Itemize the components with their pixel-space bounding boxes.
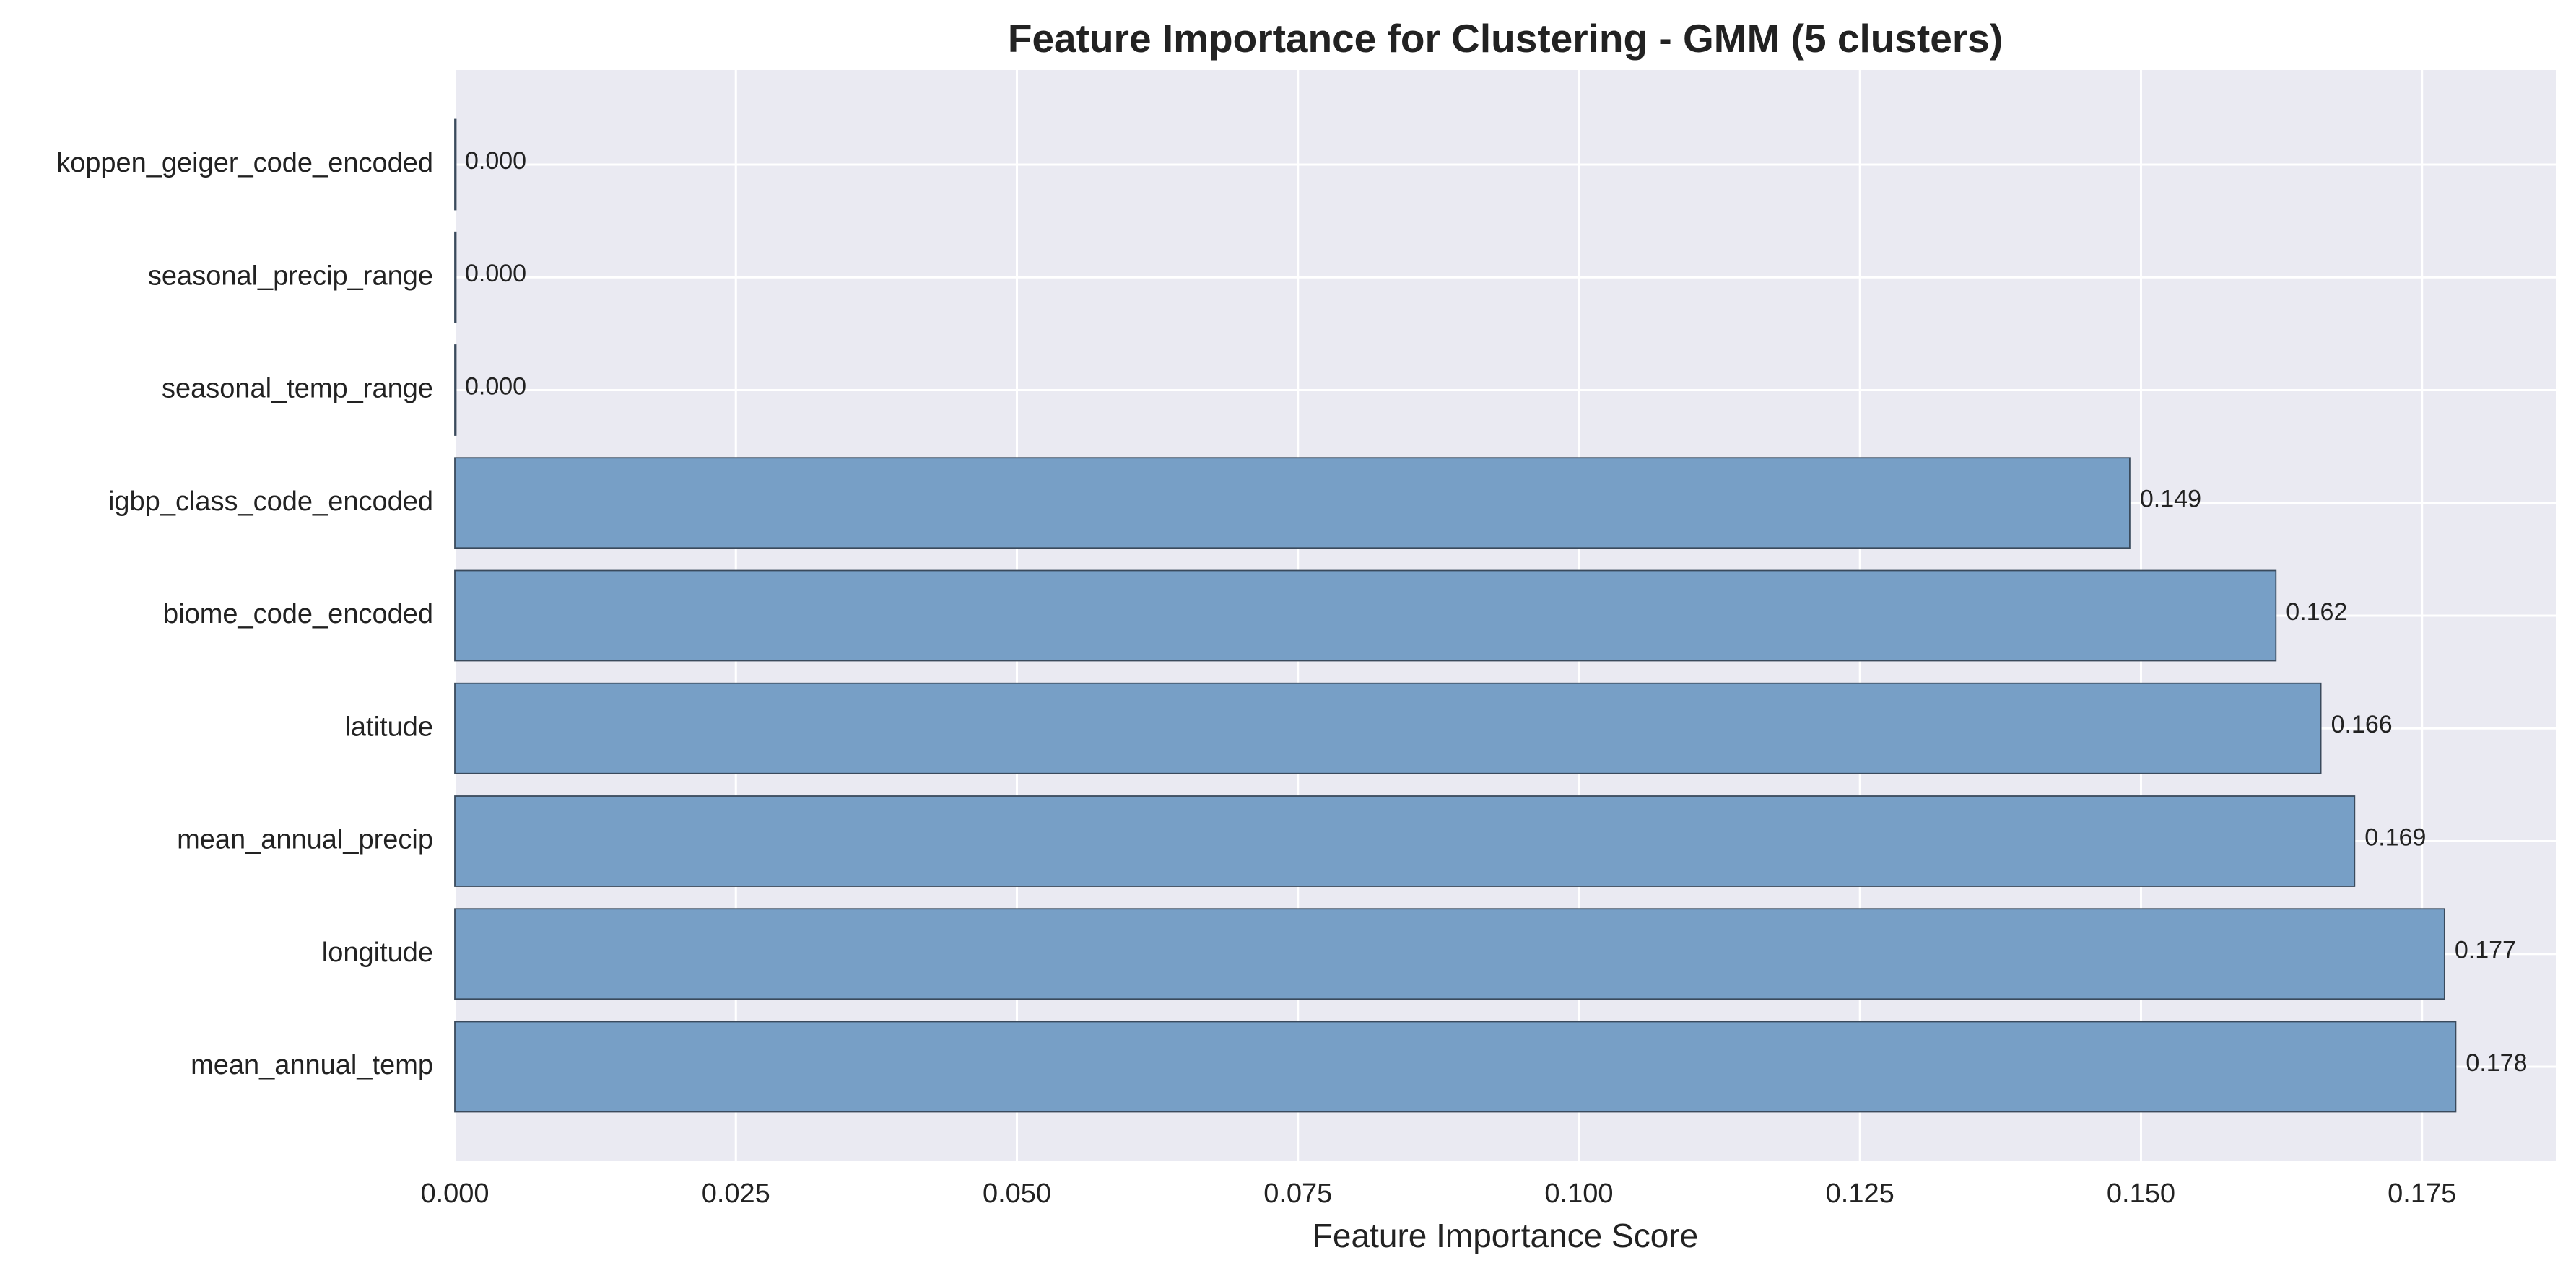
bar-koppen_geiger_code_encoded [454,118,457,211]
y-tick-label: mean_annual_temp [191,1050,433,1080]
y-tick-label: mean_annual_precip [177,825,433,855]
x-tick-label: 0.075 [1263,1179,1332,1209]
chart-title: Feature Importance for Clustering - GMM … [1008,16,2003,61]
data-label-longitude: 0.177 [2455,937,2516,964]
x-tick-label: 0.025 [702,1179,770,1209]
data-label-mean_annual_temp: 0.178 [2466,1049,2527,1077]
y-tick-labels: koppen_geiger_code_encoded seasonal_preci… [56,148,433,1080]
x-tick-label: 0.050 [983,1179,1051,1209]
x-tick-label: 0.100 [1544,1179,1613,1209]
bar-biome_code_encoded [454,569,2277,662]
x-axis-label: Feature Importance Score [1313,1217,1698,1254]
x-tick-labels: 0.000 0.025 0.050 0.075 0.100 0.125 0.150 0.175 [420,1179,2456,1209]
x-tick-label: 0.175 [2388,1179,2456,1209]
bar-latitude [454,682,2322,774]
data-label-igbp_class_code_encoded: 0.149 [2140,486,2201,513]
x-tick-label: 0.150 [2107,1179,2175,1209]
y-tick-label: latitude [344,712,433,742]
x-tick-label: 0.000 [420,1179,489,1209]
data-label-koppen_geiger_code_encoded: 0.000 [465,147,526,175]
y-tick-label: koppen_geiger_code_encoded [56,148,433,178]
bars [454,118,2457,1113]
bar-igbp_class_code_encoded [454,457,2131,549]
data-label-mean_annual_precip: 0.169 [2364,823,2426,851]
y-tick-label: longitude [322,938,433,968]
y-tick-label: biome_code_encoded [163,599,433,629]
y-tick-label: igbp_class_code_encoded [108,486,433,517]
data-label-seasonal_temp_range: 0.000 [465,372,526,400]
bar-mean_annual_precip [454,795,2356,887]
data-label-seasonal_precip_range: 0.000 [465,260,526,287]
bar-seasonal_precip_range [454,231,457,323]
data-label-biome_code_encoded: 0.162 [2286,598,2347,626]
y-tick-label: seasonal_precip_range [148,261,433,291]
bar-longitude [454,908,2445,1000]
data-labels: 0.000 0.000 0.000 0.149 0.162 0.166 0.169 0.177… [465,147,2528,1077]
bar-seasonal_temp_range [454,344,457,436]
bar-mean_annual_temp [454,1021,2457,1113]
y-tick-label: seasonal_temp_range [162,374,433,404]
data-label-latitude: 0.166 [2331,711,2393,738]
x-tick-label: 0.125 [1826,1179,1894,1209]
